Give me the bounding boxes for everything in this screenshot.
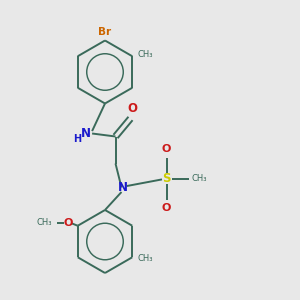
Text: Br: Br — [98, 27, 112, 37]
Text: CH₃: CH₃ — [37, 218, 52, 227]
Text: H: H — [73, 134, 81, 144]
Text: O: O — [162, 144, 171, 154]
Text: S: S — [162, 172, 171, 185]
Text: CH₃: CH₃ — [192, 174, 208, 183]
Text: CH₃: CH₃ — [138, 254, 153, 263]
Text: O: O — [127, 102, 137, 115]
Text: O: O — [63, 218, 73, 228]
Text: O: O — [162, 203, 171, 213]
Text: N: N — [118, 181, 128, 194]
Text: CH₃: CH₃ — [138, 50, 153, 59]
Text: N: N — [80, 127, 91, 140]
